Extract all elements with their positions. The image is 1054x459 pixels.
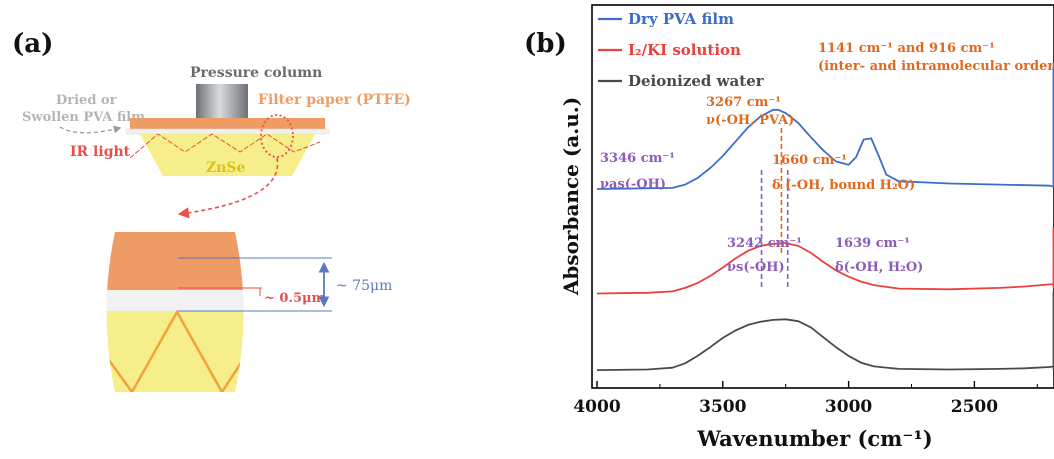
annotation-vs-oh: νs(-OH) bbox=[727, 260, 785, 275]
zoom-znse-layer bbox=[106, 311, 244, 392]
annotation-pva-oh: ν(-OH, PVA) bbox=[706, 113, 794, 128]
x-axis-ticks: 4000350030002500200015001000 bbox=[573, 381, 1038, 417]
panel-b-label: (b) bbox=[524, 29, 567, 59]
annotation-1639: 1639 cm⁻¹ bbox=[835, 236, 910, 251]
annotation-3346: 3346 cm⁻¹ bbox=[600, 151, 675, 166]
x-tick-label: 2500 bbox=[951, 397, 998, 417]
film-label-line2: Swollen PVA film bbox=[22, 110, 145, 125]
y-axis-label: Absorbance (a.u.) bbox=[559, 97, 583, 296]
guide-lines bbox=[760, 128, 789, 290]
legend-entry: Deionized water bbox=[628, 72, 765, 90]
spectrum-curves bbox=[596, 64, 1054, 371]
x-tick-label: 4000 bbox=[573, 397, 620, 417]
zoom-arrow bbox=[177, 157, 279, 219]
znse-crystal bbox=[140, 134, 315, 176]
plot-frame bbox=[591, 4, 1054, 389]
annotation-3242: 3242 cm⁻¹ bbox=[727, 236, 802, 251]
film-label-line1: Dried or bbox=[56, 93, 117, 108]
panel-b: (b) 4000350030002500200015001000 Dry PVA… bbox=[524, 4, 1054, 451]
ir-light-label: IR light bbox=[70, 144, 131, 160]
series-line-3 bbox=[596, 291, 1054, 371]
film-pointer-arrow bbox=[59, 125, 122, 134]
legend: Dry PVA film I₂/KI solution Deionized wate… bbox=[598, 10, 765, 90]
filter-paper-layer bbox=[130, 118, 325, 129]
legend-entry: I₂/KI solution bbox=[628, 41, 741, 59]
pva-film-layer bbox=[125, 128, 330, 135]
x-tick-label: 3500 bbox=[699, 397, 746, 417]
panel-a: (a) Pressure column Dried or Swollen PVA… bbox=[12, 29, 411, 392]
znse-label: ZnSe bbox=[206, 160, 246, 176]
pressure-column-label: Pressure column bbox=[190, 65, 322, 81]
annotation-1141-916: 1141 cm⁻¹ and 916 cm⁻¹ bbox=[818, 41, 995, 56]
legend-entry: Dry PVA film bbox=[628, 10, 734, 28]
panel-a-label: (a) bbox=[12, 29, 53, 59]
zoom-circle bbox=[260, 114, 294, 158]
filter-paper-label: Filter paper (PTFE) bbox=[258, 92, 411, 108]
annotation-free-water: δ(-OH, H₂O) bbox=[835, 260, 923, 275]
thick-layer-dimension: ~ 75μm bbox=[336, 278, 392, 294]
x-tick-label: 3000 bbox=[825, 397, 872, 417]
annotation-bound-water: δ (-OH, bound H₂O) bbox=[772, 178, 915, 193]
series-line-2 bbox=[596, 227, 1054, 295]
annotation-3267: 3267 cm⁻¹ bbox=[706, 95, 781, 110]
x-axis-label: Wavenumber (cm⁻¹) bbox=[696, 426, 932, 451]
zoom-detail bbox=[106, 232, 244, 392]
annotation-order: (inter- and intramolecular order) bbox=[818, 59, 1054, 74]
zoom-film-layer bbox=[106, 290, 244, 311]
ir-beam-path bbox=[129, 133, 321, 159]
annotation-vas-oh: νas(-OH) bbox=[600, 177, 666, 192]
pressure-column bbox=[196, 84, 248, 118]
annotation-1660: 1660 cm⁻¹ bbox=[772, 153, 847, 168]
zoom-ir-beam bbox=[106, 309, 244, 392]
zoom-filter-layer bbox=[106, 232, 244, 290]
thin-layer-dimension: ~ 0.5μm bbox=[264, 291, 326, 306]
